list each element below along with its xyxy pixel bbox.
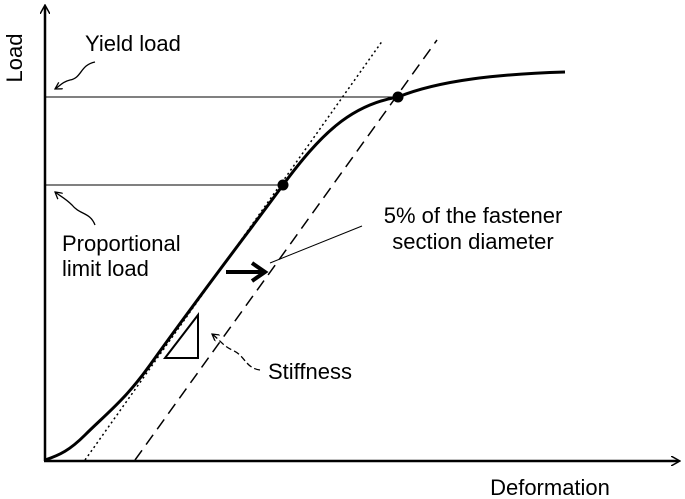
stiffness-leader	[212, 334, 261, 371]
proportional-point	[277, 179, 289, 191]
yield-point	[392, 91, 404, 103]
y-axis-label: Load	[2, 34, 27, 83]
offset-arrow-head	[250, 261, 269, 283]
offset-line	[134, 39, 438, 461]
proportional-label: limit load	[62, 256, 149, 281]
yield-label: Yield load	[85, 31, 181, 56]
stiffness-triangle	[162, 312, 199, 359]
yield-leader	[55, 61, 96, 89]
proportional-label: Proportional	[62, 231, 181, 256]
offset-leader	[269, 225, 363, 264]
offset-label: 5% of the fastener	[384, 203, 563, 228]
offset-label: section diameter	[392, 229, 553, 254]
load-curve	[44, 70, 566, 462]
stiffness-label: Stiffness	[268, 359, 352, 384]
x-axis-label: Deformation	[490, 475, 610, 499]
proportional-leader	[55, 192, 96, 226]
stiffness-line	[84, 39, 384, 461]
